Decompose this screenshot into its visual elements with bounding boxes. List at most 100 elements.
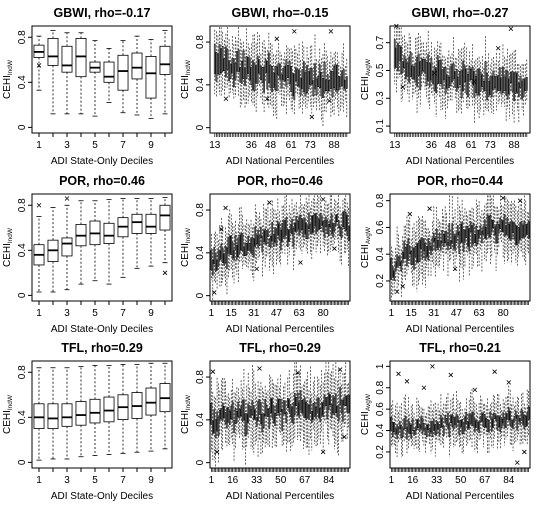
panel-7: TFL, rho=0.29 0 0.4 0.8 CEHIIndW ADI State-On…: [2, 341, 173, 502]
box-iqr: [482, 226, 485, 235]
box-iqr: [523, 221, 526, 238]
box-4: [75, 32, 87, 115]
box-iqr: [491, 220, 493, 233]
box-iqr: [451, 63, 453, 83]
box-iqr: [510, 220, 513, 240]
box-iqr: [261, 67, 264, 84]
box-iqr: [260, 227, 262, 238]
box-iqr: [343, 210, 346, 229]
box-iqr: [103, 222, 115, 244]
box-iqr: [229, 410, 231, 426]
box-9: [145, 362, 157, 452]
box-iqr: [431, 421, 434, 437]
box-10: [159, 362, 171, 450]
box-iqr: [418, 424, 421, 432]
y-tick-label: 0: [17, 459, 28, 465]
box-iqr: [250, 67, 253, 86]
box-iqr: [328, 80, 331, 91]
box-iqr: [440, 414, 442, 429]
box-iqr: [463, 65, 466, 83]
box-iqr: [404, 415, 407, 429]
box-iqr: [522, 79, 525, 97]
box-iqr: [216, 411, 218, 431]
y-tick-label: 0.6: [375, 220, 386, 234]
box-iqr: [294, 222, 296, 232]
box-iqr: [464, 416, 466, 432]
box-iqr: [233, 249, 235, 261]
box-iqr: [267, 52, 270, 83]
box-iqr: [214, 252, 217, 272]
box-iqr: [230, 235, 232, 255]
panel-6: POR, rho=0.44 0.2 0.4 0.6 0.8 CEHIAvgW ADI Nat…: [360, 174, 531, 335]
x-tick-label: 80: [498, 308, 510, 319]
x-tick-label: 9: [148, 475, 154, 486]
panel-title: TFL, rho=0.21: [419, 341, 501, 355]
box-iqr: [498, 415, 500, 428]
box-iqr: [245, 413, 248, 435]
box-iqr: [410, 251, 412, 265]
box-iqr: [303, 397, 306, 418]
box-iqr: [221, 402, 224, 421]
box-iqr: [478, 229, 480, 239]
box-iqr: [295, 67, 297, 82]
box-iqr: [401, 428, 404, 438]
box-iqr: [393, 270, 396, 281]
box-iqr: [524, 415, 527, 428]
box-iqr: [227, 237, 230, 254]
box-iqr: [291, 72, 294, 97]
box-iqr: [330, 214, 333, 234]
box-iqr: [303, 217, 306, 235]
box-iqr: [416, 57, 418, 87]
x-tick-label: 16: [227, 475, 239, 486]
box-iqr: [219, 250, 221, 261]
box-iqr: [255, 65, 258, 84]
box-iqr: [459, 420, 462, 427]
box-iqr: [401, 252, 404, 264]
x-axis-label: ADI National Percentiles: [406, 324, 514, 335]
outlier-point: [223, 96, 229, 102]
y-axis-label-subscript: IndW: [7, 59, 14, 75]
y-axis-label-subscript: IndW: [7, 394, 14, 410]
box-6: [103, 199, 115, 285]
box-iqr: [289, 404, 292, 418]
box-iqr: [335, 214, 337, 226]
box-1: [33, 367, 45, 461]
x-tick-label: 13: [389, 140, 401, 151]
x-tick-label: 84: [323, 475, 335, 486]
box-3: [61, 32, 73, 115]
outlier-point: [421, 385, 427, 391]
box-iqr: [247, 403, 249, 423]
y-tick-label: 0.4: [17, 243, 28, 257]
y-tick-label: 0: [195, 459, 206, 465]
box-iqr: [435, 420, 438, 434]
box-iqr: [274, 227, 276, 243]
box-iqr: [506, 413, 509, 420]
box-iqr: [145, 56, 157, 99]
box-iqr: [428, 63, 431, 87]
y-axis-label-subscript: AvgW: [365, 393, 372, 411]
y-tick-label: 0.5: [375, 63, 386, 77]
outlier-point: [327, 98, 332, 104]
box-iqr: [289, 224, 292, 234]
outlier-point: [264, 96, 270, 102]
box-iqr: [252, 60, 254, 91]
y-axis-label: CEHIAvgW: [360, 226, 372, 268]
box-iqr: [131, 213, 143, 234]
box-iqr: [498, 67, 501, 91]
box-iqr: [336, 213, 339, 222]
y-axis-label-subscript: IndW: [185, 59, 192, 75]
y-tick-label: 0.4: [375, 423, 386, 437]
box-iqr: [517, 82, 520, 97]
box-iqr: [258, 59, 261, 74]
box-iqr: [275, 228, 278, 246]
box-iqr: [288, 229, 290, 242]
box-iqr: [505, 412, 507, 428]
box-8: [131, 198, 143, 269]
box-iqr: [215, 52, 218, 82]
box-iqr: [411, 247, 414, 265]
x-axis-label: ADI State-Only Deciles: [51, 491, 153, 502]
box-iqr: [430, 420, 432, 433]
x-tick-label: 5: [92, 308, 98, 319]
outlier-point: [508, 26, 514, 32]
outlier-point: [472, 79, 477, 84]
